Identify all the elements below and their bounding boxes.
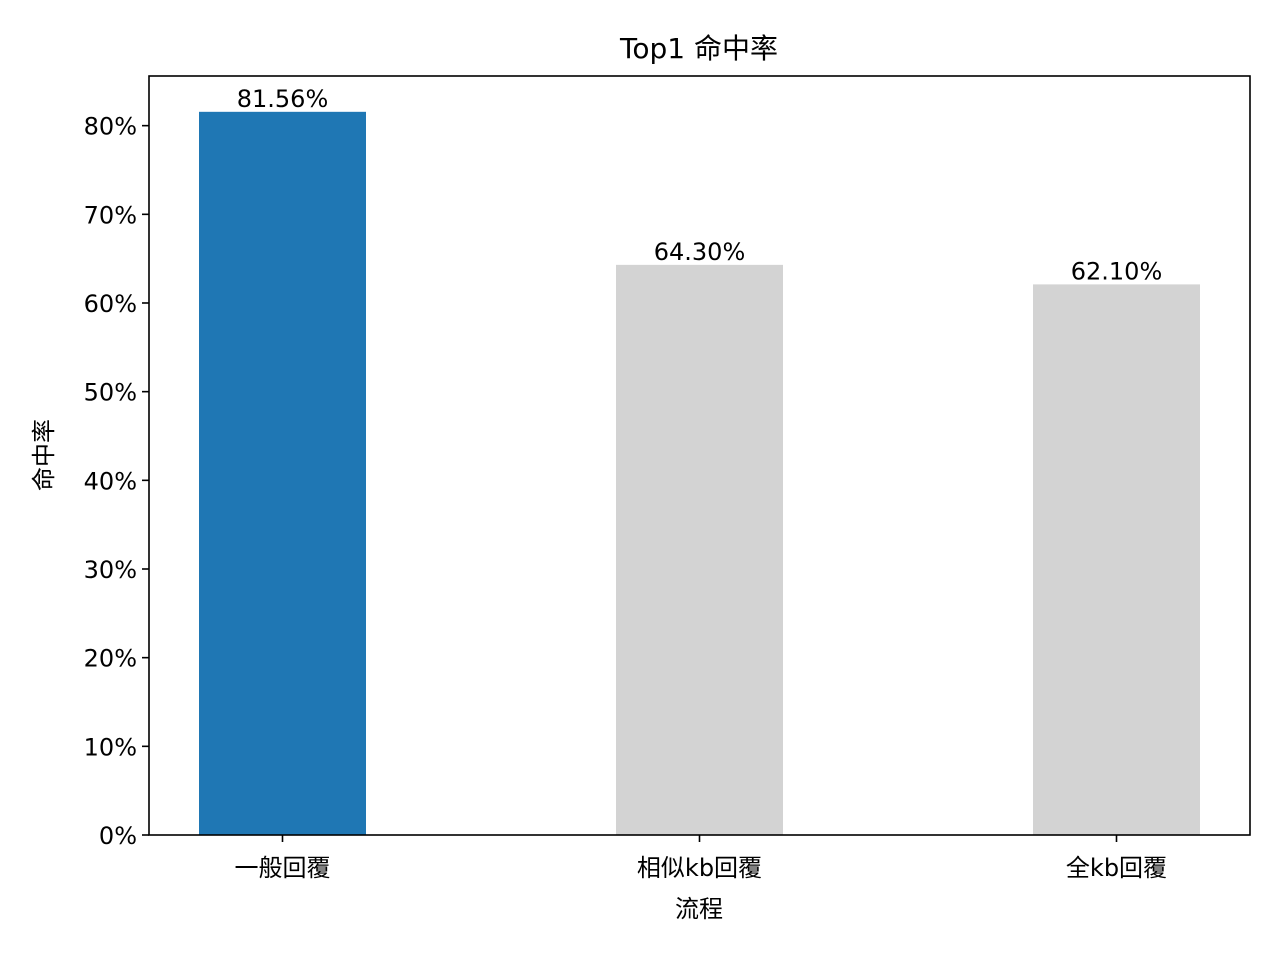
chart-title: Top1 命中率 — [619, 32, 778, 65]
data-label: 62.10% — [1071, 257, 1163, 285]
data-label: 81.56% — [237, 85, 329, 113]
bar — [199, 111, 366, 835]
bars-layer — [199, 111, 1200, 836]
data-labels-layer: 81.56% 64.30% 62.10% — [237, 85, 1163, 286]
y-tick-label: 40% — [84, 467, 137, 495]
x-tick-label: 全kb回覆 — [1066, 854, 1167, 882]
x-axis-title: 流程 — [675, 895, 723, 923]
x-axis: 一般回覆 相似kb回覆 全kb回覆 — [235, 835, 1167, 882]
y-tick-label: 0% — [99, 822, 137, 850]
x-tick-label: 一般回覆 — [235, 854, 331, 882]
data-label: 64.30% — [654, 238, 746, 266]
y-tick-label: 70% — [84, 201, 137, 229]
y-tick-label: 50% — [84, 379, 137, 407]
plot-frame — [148, 75, 1251, 836]
y-tick-label: 60% — [84, 290, 137, 318]
y-tick-label: 80% — [84, 113, 137, 141]
bar — [1033, 284, 1200, 835]
y-axis-title: 命中率 — [30, 419, 58, 491]
y-axis: 0% 10% 20% 30% 40% 50% 60% 70% 80% — [84, 113, 149, 850]
y-tick-label: 30% — [84, 556, 137, 584]
x-tick-label: 相似kb回覆 — [637, 854, 762, 882]
bar — [616, 264, 783, 836]
y-tick-label: 10% — [84, 733, 137, 761]
y-tick-label: 20% — [84, 645, 137, 673]
